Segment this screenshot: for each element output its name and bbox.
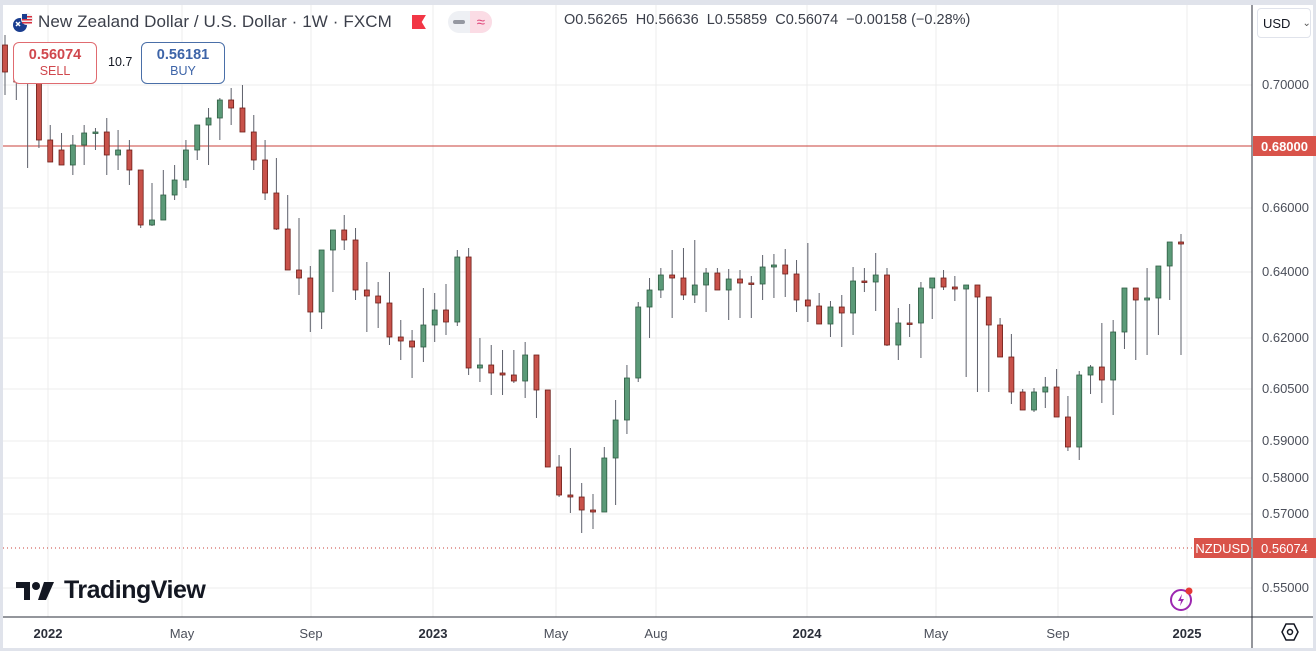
close-value: C0.56074: [775, 12, 839, 28]
low-value: L0.55859: [706, 12, 768, 28]
tradingview-logo[interactable]: TradingView: [16, 576, 206, 605]
minus-icon[interactable]: [448, 11, 470, 33]
buy-button[interactable]: 0.56181 BUY: [141, 42, 225, 84]
price-axis-label: 0.66000: [1262, 200, 1309, 215]
ohlc-values: O0.56265 H0.56636 L0.55859 C0.56074 −0.0…: [564, 12, 970, 28]
time-axis-label: Sep: [299, 626, 323, 641]
chart-legend: New Zealand Dollar / U.S. Dollar · 1W · …: [12, 10, 492, 34]
change-value: −0.00158 (−0.28%): [846, 12, 971, 28]
market-closed-flag-icon[interactable]: [411, 15, 426, 29]
buy-label: BUY: [170, 64, 196, 78]
price-axis-label: 0.59000: [1262, 433, 1309, 448]
sell-price: 0.56074: [28, 47, 82, 63]
buy-price: 0.56181: [156, 47, 210, 63]
wave-icon[interactable]: ≈: [469, 11, 492, 33]
sell-label: SELL: [39, 64, 71, 78]
time-axis-label: Aug: [644, 626, 668, 641]
time-axis-label: May: [543, 626, 569, 641]
symbol-tag: NZDUSD: [1194, 538, 1251, 558]
time-axis-label: May: [169, 626, 195, 641]
sell-button[interactable]: 0.56074 SELL: [13, 42, 97, 84]
time-axis-label: 2024: [792, 626, 822, 641]
time-axis-label: 2022: [33, 626, 63, 641]
price-axis-label: 0.62000: [1262, 330, 1309, 345]
last-price-tag: 0.56074: [1253, 538, 1316, 558]
price-axis-label: 0.58000: [1262, 470, 1309, 485]
time-axis-label: 2023: [418, 626, 448, 641]
time-axis-label: Sep: [1046, 626, 1070, 641]
time-axis-label: May: [923, 626, 949, 641]
open-value: O0.56265: [564, 12, 628, 28]
high-value: H0.56636: [635, 12, 699, 28]
time-axis-label: 2025: [1172, 626, 1202, 641]
logo-text: TradingView: [64, 576, 206, 604]
indicator-toggle[interactable]: ≈: [447, 11, 492, 33]
grid-lines: [3, 5, 1252, 617]
symbol-title[interactable]: New Zealand Dollar / U.S. Dollar · 1W · …: [38, 12, 392, 31]
price-axis-label: 0.57000: [1262, 506, 1309, 521]
price-axis-label: 0.64000: [1262, 264, 1309, 279]
settings-gear-icon[interactable]: [1280, 622, 1300, 642]
price-axis-label: 0.55000: [1262, 580, 1309, 595]
candles: [2, 35, 1184, 533]
currency-label: USD: [1263, 15, 1291, 31]
lightning-bolt-icon[interactable]: [1168, 586, 1194, 612]
currency-select[interactable]: USD ⌄: [1257, 8, 1311, 38]
spread-value: 10.7: [108, 55, 133, 69]
tradingview-logo-icon: [16, 581, 54, 600]
currency-flag-icon: [12, 12, 33, 32]
chevron-down-icon: ⌄: [1302, 17, 1311, 29]
horizontal-line-price-tag: 0.68000: [1253, 136, 1316, 156]
price-axis-label: 0.60500: [1262, 381, 1309, 396]
price-axis-label: 0.70000: [1262, 77, 1309, 92]
